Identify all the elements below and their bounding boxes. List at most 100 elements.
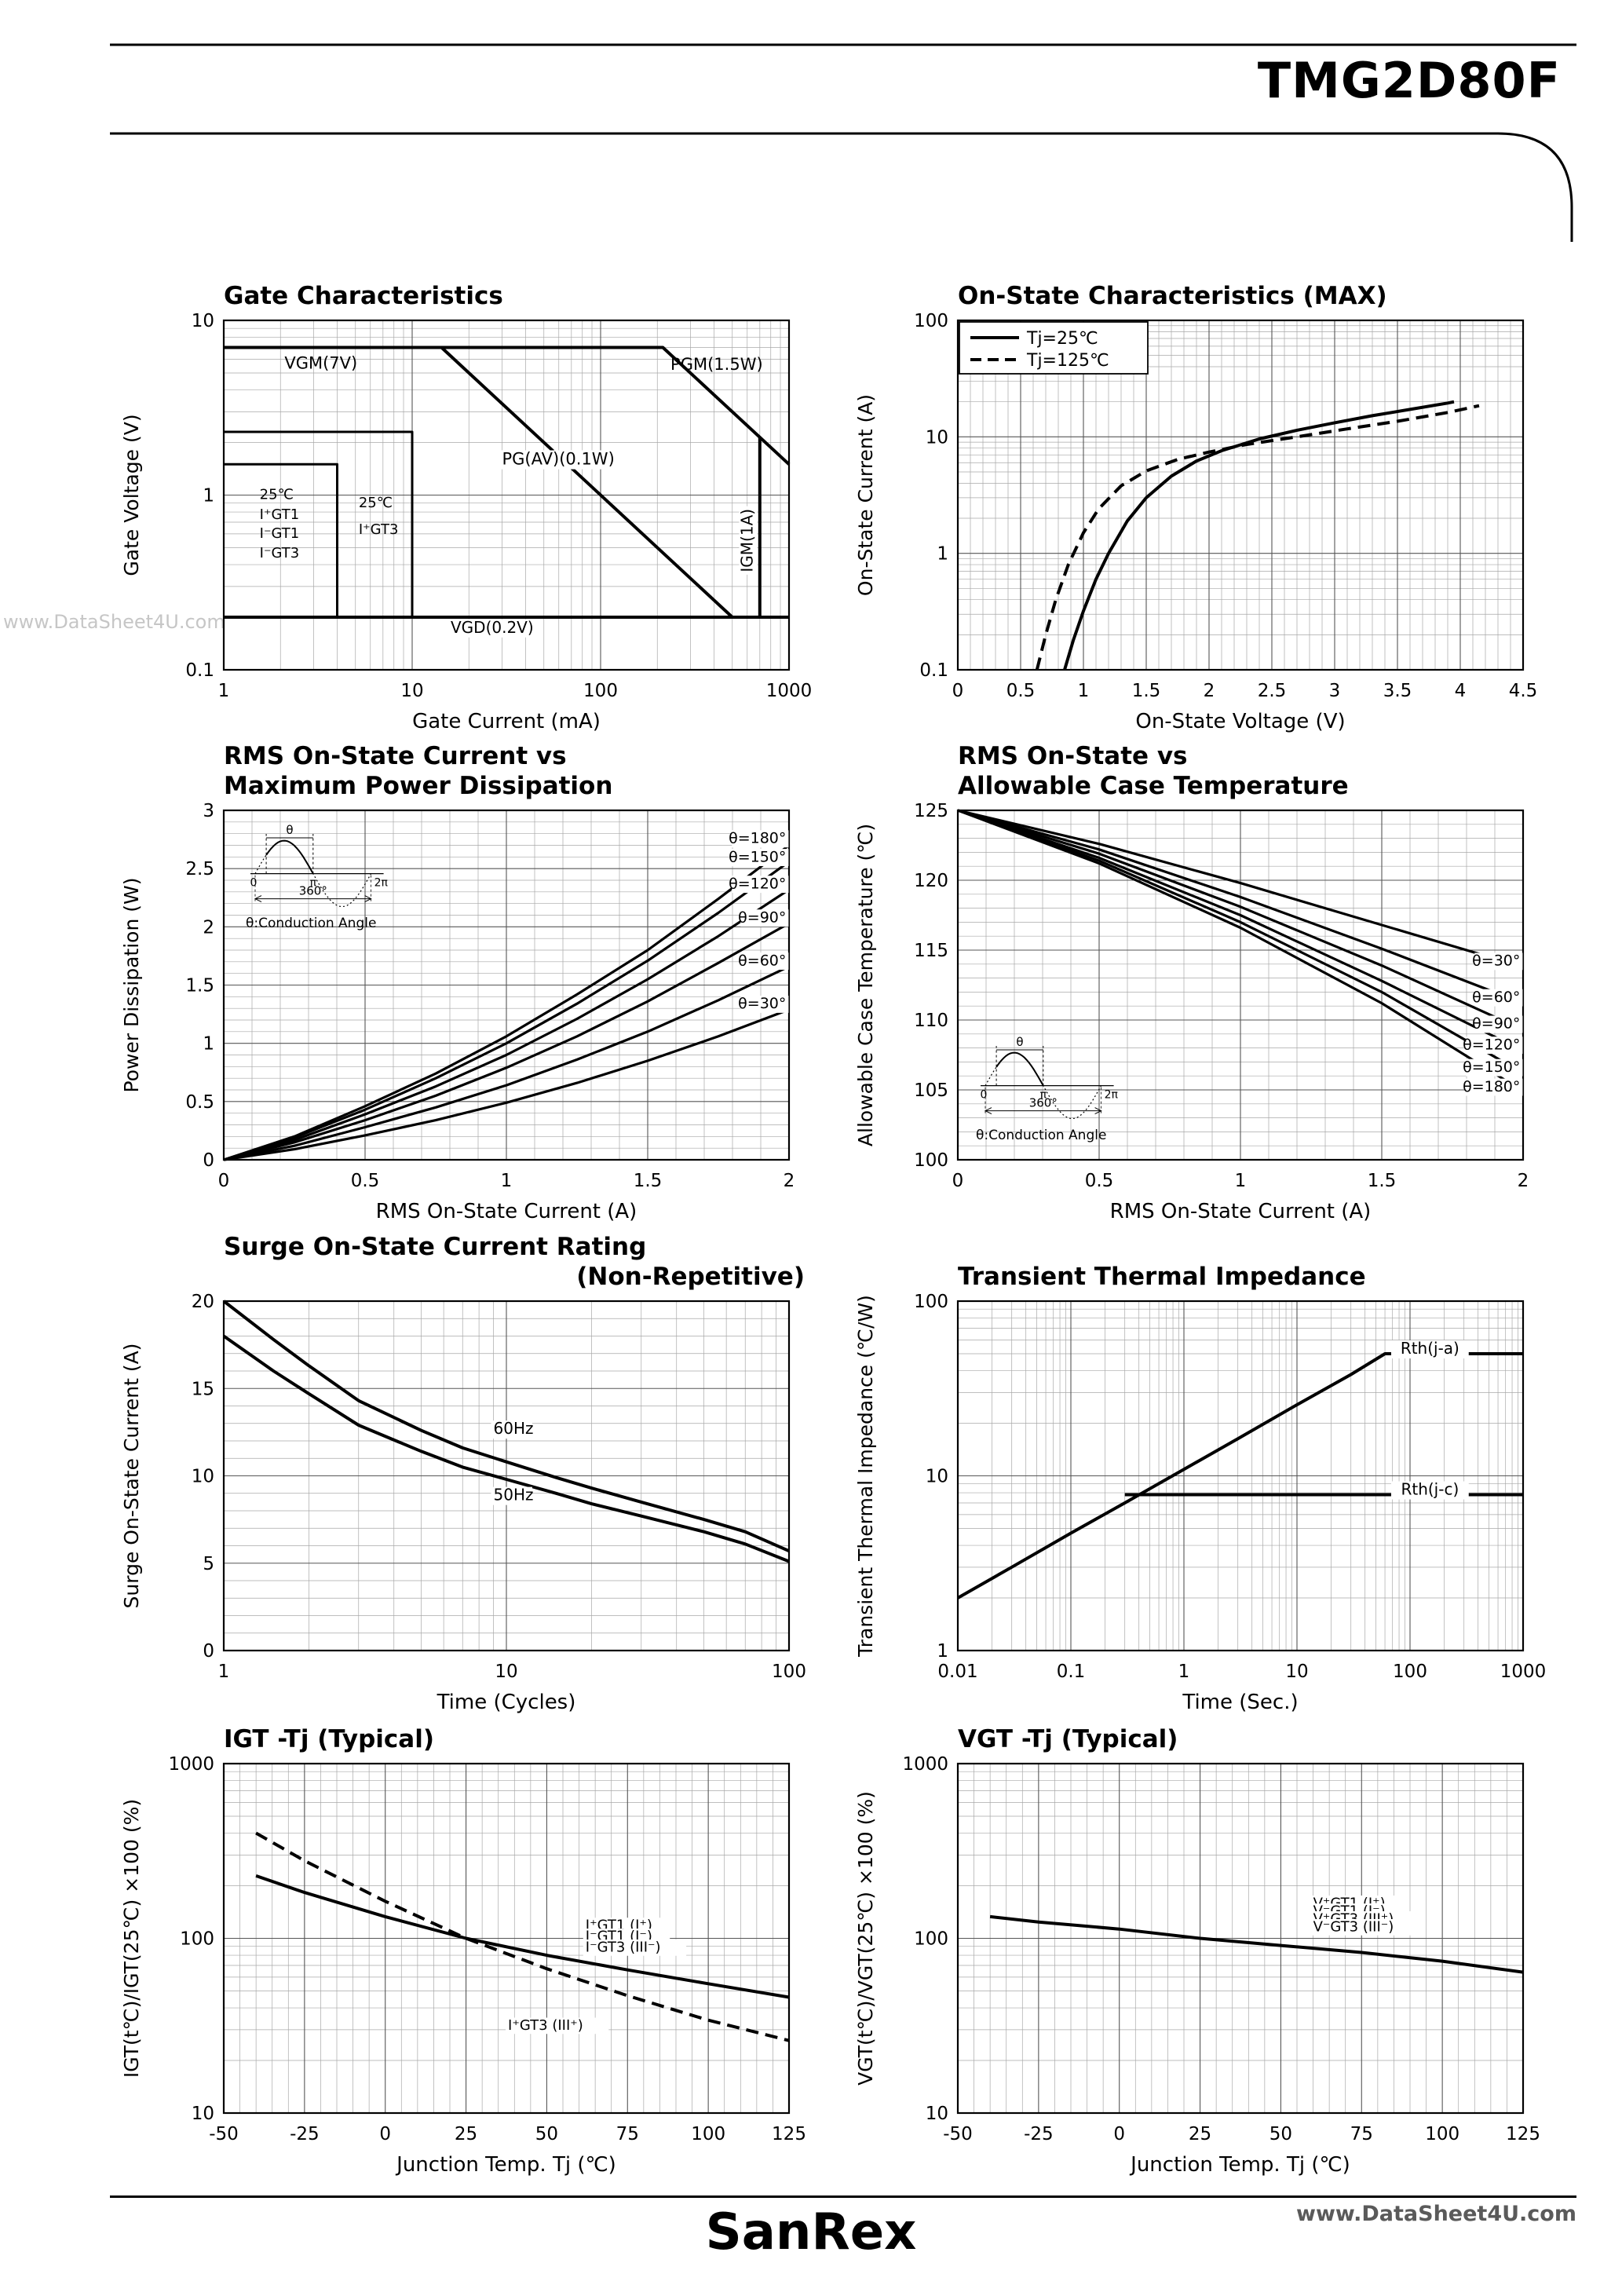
datasheet4u-watermark-footer: www.DataSheet4U.com bbox=[1296, 2202, 1576, 2226]
svg-text:Junction Temp. Tj (℃): Junction Temp. Tj (℃) bbox=[1129, 2153, 1350, 2177]
svg-text:1000: 1000 bbox=[168, 1754, 214, 1775]
svg-text:100: 100 bbox=[914, 311, 948, 331]
svg-text:0: 0 bbox=[1113, 2124, 1125, 2144]
svg-text:125: 125 bbox=[772, 2124, 806, 2144]
chart-title-block: RMS On-State Current vs Maximum Power Di… bbox=[224, 738, 805, 801]
svg-text:IGT(t℃)/IGT(25℃) ×100 (%): IGT(t℃)/IGT(25℃) ×100 (%) bbox=[120, 1799, 143, 2078]
svg-text:100: 100 bbox=[772, 1662, 806, 1682]
chart-subtitle: Allowable Case Temperature bbox=[958, 772, 1349, 800]
svg-text:VGM(7V): VGM(7V) bbox=[284, 353, 357, 372]
chart-plot: 0 0.5 1 1.5 2 0 0.5 1 1.5 2 2.5 3 RMS On-State Curre… bbox=[120, 801, 795, 1223]
chart-case-temperature: RMS On-State vs Allowable Case Temperatu… bbox=[844, 738, 1574, 1232]
svg-text:2.5: 2.5 bbox=[185, 859, 214, 879]
svg-text:0: 0 bbox=[379, 2124, 391, 2144]
svg-text:1: 1 bbox=[218, 681, 230, 701]
svg-text:Rth(j-a): Rth(j-a) bbox=[1401, 1339, 1459, 1358]
svg-text:θ=60°: θ=60° bbox=[1472, 989, 1520, 1006]
svg-text:125: 125 bbox=[1506, 2124, 1540, 2144]
chart-title-block: Surge On-State Current Rating (Non-Repet… bbox=[224, 1229, 805, 1292]
svg-text:θ=90°: θ=90° bbox=[738, 909, 786, 926]
svg-text:θ:Conduction Angle: θ:Conduction Angle bbox=[246, 916, 376, 931]
svg-text:On-State Voltage (V): On-State Voltage (V) bbox=[1135, 710, 1345, 733]
svg-text:θ=150°: θ=150° bbox=[1463, 1058, 1520, 1076]
svg-text:3: 3 bbox=[203, 801, 214, 821]
svg-text:120: 120 bbox=[914, 871, 948, 891]
svg-text:0.1: 0.1 bbox=[919, 660, 948, 681]
svg-text:2: 2 bbox=[1204, 681, 1215, 701]
chart-plot: 0 0.5 1 1.5 2 2.5 3 3.5 4 4.5 0.1 1 10 100 On-State Vo… bbox=[854, 311, 1537, 733]
svg-text:VGD(0.2V): VGD(0.2V) bbox=[451, 618, 534, 637]
svg-text:75: 75 bbox=[616, 2124, 639, 2144]
svg-text:-25: -25 bbox=[1024, 2124, 1054, 2144]
chart-title: RMS On-State vs bbox=[958, 742, 1188, 770]
svg-text:RMS On-State Current (A): RMS On-State Current (A) bbox=[1110, 1200, 1372, 1223]
svg-text:2π: 2π bbox=[374, 877, 389, 890]
svg-text:1: 1 bbox=[501, 1171, 513, 1191]
chart-title-block: VGT -Tj (Typical) bbox=[958, 1720, 1539, 1754]
svg-text:50: 50 bbox=[1269, 2124, 1292, 2144]
svg-text:I⁻GT3: I⁻GT3 bbox=[260, 545, 300, 561]
svg-text:Tj=25℃: Tj=25℃ bbox=[1026, 329, 1098, 349]
svg-text:0.5: 0.5 bbox=[1085, 1171, 1114, 1191]
svg-text:1: 1 bbox=[1178, 1662, 1190, 1682]
svg-text:10: 10 bbox=[1285, 1662, 1308, 1682]
svg-text:1000: 1000 bbox=[1500, 1662, 1547, 1682]
svg-text:Power Dissipation (W): Power Dissipation (W) bbox=[120, 878, 143, 1093]
chart-thermal-impedance: Transient Thermal Impedance 0.01 0.1 1 10 10… bbox=[844, 1229, 1574, 1723]
svg-text:10: 10 bbox=[192, 1467, 214, 1487]
svg-text:2: 2 bbox=[784, 1171, 795, 1191]
svg-text:0: 0 bbox=[952, 681, 964, 701]
svg-text:1.5: 1.5 bbox=[1368, 1171, 1397, 1191]
header-border bbox=[110, 43, 1576, 242]
svg-text:100: 100 bbox=[1393, 1662, 1427, 1682]
chart-power-dissipation: RMS On-State Current vs Maximum Power Di… bbox=[110, 738, 840, 1232]
svg-text:2.5: 2.5 bbox=[1258, 681, 1287, 701]
svg-text:1: 1 bbox=[937, 544, 948, 565]
svg-text:110: 110 bbox=[914, 1011, 948, 1031]
svg-text:I⁺GT3 (III⁺): I⁺GT3 (III⁺) bbox=[508, 2017, 583, 2034]
chart-subtitle: Maximum Power Dissipation bbox=[224, 772, 613, 800]
svg-text:Gate Current (mA): Gate Current (mA) bbox=[412, 710, 601, 733]
svg-text:θ=120°: θ=120° bbox=[1463, 1036, 1520, 1053]
svg-text:0: 0 bbox=[250, 877, 258, 890]
svg-text:50: 50 bbox=[535, 2124, 558, 2144]
svg-text:60Hz: 60Hz bbox=[494, 1419, 534, 1438]
svg-text:25℃: 25℃ bbox=[359, 495, 393, 511]
chart-plot: 0 0.5 1 1.5 2 100 105 110 115 120 125 RMS On-State … bbox=[854, 801, 1529, 1223]
svg-text:θ:Conduction Angle: θ:Conduction Angle bbox=[976, 1128, 1106, 1143]
chart-surge-current: Surge On-State Current Rating (Non-Repet… bbox=[110, 1229, 840, 1723]
svg-text:θ=180°: θ=180° bbox=[729, 830, 786, 847]
svg-text:100: 100 bbox=[180, 1929, 214, 1950]
svg-text:10: 10 bbox=[192, 2104, 214, 2124]
chart-title: On-State Characteristics (MAX) bbox=[958, 282, 1387, 310]
chart-title-block: Gate Characteristics bbox=[224, 276, 805, 311]
svg-text:θ: θ bbox=[286, 823, 293, 837]
chart-title-block: On-State Characteristics (MAX) bbox=[958, 276, 1539, 311]
chart-igt-tj: IGT -Tj (Typical) -50 -25 0 25 50 75 100 125 10 1… bbox=[110, 1720, 840, 2185]
svg-text:75: 75 bbox=[1350, 2124, 1373, 2144]
footer-divider bbox=[110, 2195, 1576, 2198]
chart-title: VGT -Tj (Typical) bbox=[958, 1725, 1178, 1753]
svg-text:10: 10 bbox=[926, 1467, 948, 1487]
svg-text:10: 10 bbox=[192, 311, 214, 331]
svg-text:0.01: 0.01 bbox=[937, 1662, 977, 1682]
svg-text:10: 10 bbox=[926, 2104, 948, 2124]
svg-text:IGM(1A): IGM(1A) bbox=[737, 509, 756, 572]
svg-text:3: 3 bbox=[1329, 681, 1341, 701]
svg-text:1: 1 bbox=[218, 1662, 230, 1682]
svg-text:θ=150°: θ=150° bbox=[729, 848, 786, 865]
svg-text:10: 10 bbox=[926, 427, 948, 448]
chart-title: Transient Thermal Impedance bbox=[958, 1263, 1366, 1291]
svg-text:1.5: 1.5 bbox=[185, 976, 214, 996]
svg-text:0.5: 0.5 bbox=[351, 1171, 380, 1191]
svg-text:Allowable Case Temperature (℃): Allowable Case Temperature (℃) bbox=[854, 824, 877, 1146]
svg-text:2π: 2π bbox=[1105, 1089, 1119, 1102]
svg-text:0: 0 bbox=[952, 1171, 964, 1191]
chart-title-block: IGT -Tj (Typical) bbox=[224, 1720, 805, 1754]
svg-text:100: 100 bbox=[914, 1150, 948, 1171]
svg-text:25: 25 bbox=[455, 2124, 477, 2144]
svg-text:15: 15 bbox=[192, 1379, 214, 1399]
svg-text:V⁻GT3 (III⁻): V⁻GT3 (III⁻) bbox=[1313, 1918, 1394, 1935]
